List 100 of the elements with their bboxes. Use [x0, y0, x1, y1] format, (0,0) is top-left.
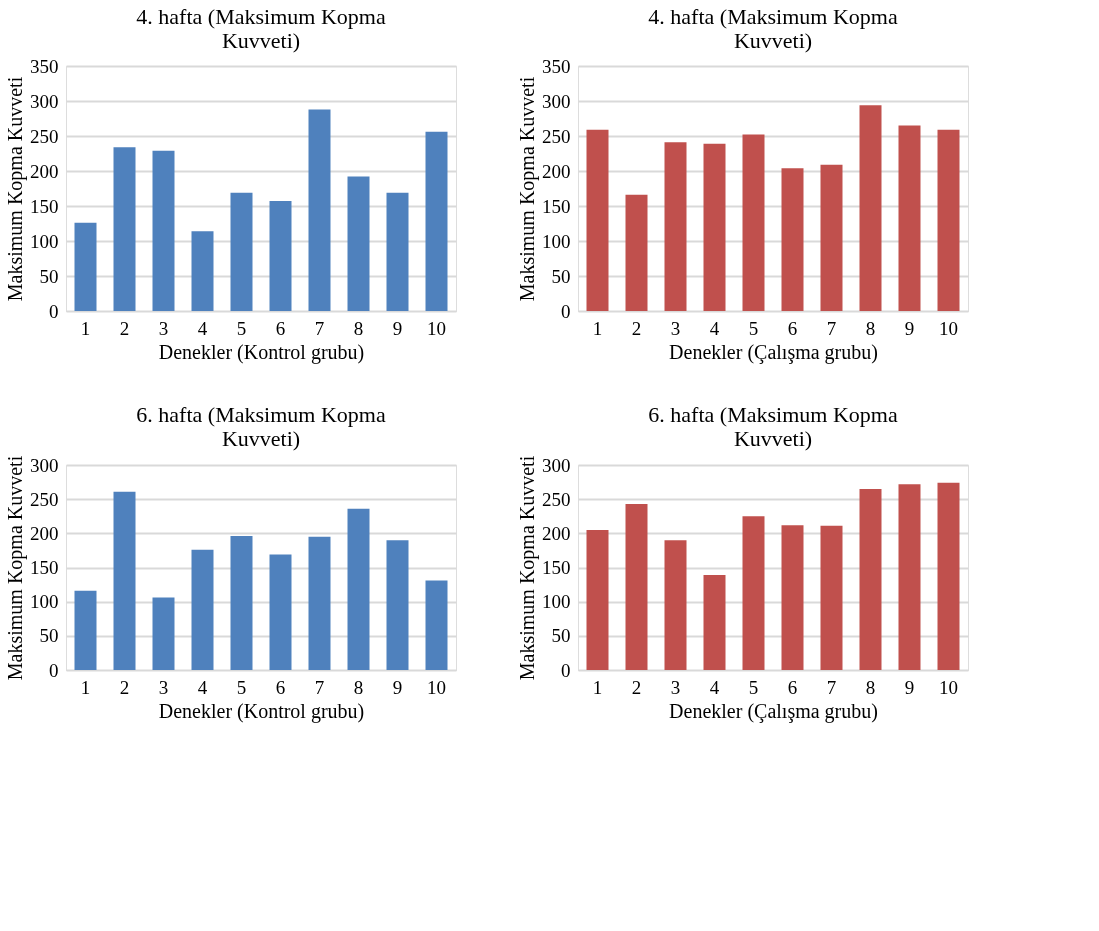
bar: [781, 525, 804, 670]
bar: [74, 222, 97, 311]
bar: [586, 529, 609, 670]
y-axis-title: Maksimum Kopma Kuvveti: [4, 76, 27, 302]
bar: [625, 503, 648, 670]
x-tick-label: 9: [904, 676, 915, 698]
bar: [820, 164, 843, 311]
bar: [937, 482, 960, 670]
x-tick-label: 10: [939, 317, 958, 339]
y-tick-label: 300: [30, 90, 59, 112]
bar: [664, 540, 687, 670]
x-tick-label: 9: [904, 317, 915, 339]
y-tick-label: 0: [561, 300, 571, 322]
x-axis-title: Denekler (Kontrol grubu): [158, 699, 365, 723]
y-tick-label: 200: [542, 522, 571, 544]
x-tick-label: 8: [865, 676, 876, 698]
y-tick-label: 100: [30, 230, 59, 252]
x-tick-label: 1: [592, 676, 603, 698]
bar: [308, 536, 331, 670]
x-tick-label: 2: [119, 676, 130, 698]
bar: [586, 129, 609, 311]
y-tick-label: 50: [551, 625, 571, 647]
y-tick-label: 250: [30, 488, 59, 510]
bar: [781, 168, 804, 311]
chart-title: 6. hafta (Maksimum Kopma Kuvveti): [136, 402, 386, 452]
y-tick-label: 150: [30, 557, 59, 578]
x-tick-label: 4: [709, 676, 720, 698]
x-tick-label: 3: [158, 676, 169, 698]
x-tick-label: 7: [314, 676, 325, 698]
x-tick-label: 8: [353, 317, 364, 339]
x-tick-label: 2: [631, 676, 642, 698]
x-tick-label: 10: [939, 676, 958, 698]
x-tick-label: 1: [80, 317, 91, 339]
y-axis-title: Maksimum Kopma Kuvveti: [516, 455, 539, 681]
bar: [703, 575, 726, 670]
x-tick-label: 5: [748, 317, 759, 339]
y-tick-label: 250: [542, 125, 571, 147]
bar: [113, 491, 136, 670]
x-tick-label: 6: [787, 317, 798, 339]
y-tick-label: 0: [49, 659, 59, 681]
bar: [898, 484, 921, 670]
y-tick-label: 100: [542, 591, 571, 613]
bar: [425, 580, 448, 670]
y-tick-label: 0: [49, 300, 59, 322]
bar: [347, 176, 370, 311]
bar: [859, 105, 882, 311]
x-tick-label: 10: [427, 317, 446, 339]
bar: [664, 142, 687, 311]
bar: [703, 143, 726, 311]
y-axis-title: Maksimum Kopma Kuvveti: [516, 76, 539, 302]
x-tick-label: 4: [197, 676, 208, 698]
bar: [308, 109, 331, 311]
x-tick-label: 5: [236, 676, 247, 698]
x-tick-label: 7: [314, 317, 325, 339]
y-tick-label: 150: [542, 195, 571, 217]
x-tick-label: 7: [826, 676, 837, 698]
x-tick-label: 9: [392, 317, 403, 339]
x-tick-label: 5: [236, 317, 247, 339]
x-tick-label: 4: [709, 317, 720, 339]
y-tick-label: 300: [542, 90, 571, 112]
bar: [347, 508, 370, 670]
bar: [386, 540, 409, 670]
x-axis-title: Denekler (Kontrol grubu): [158, 340, 365, 364]
bar: [191, 549, 214, 670]
x-tick-label: 3: [670, 317, 681, 339]
bar: [742, 516, 765, 670]
x-tick-label: 8: [353, 676, 364, 698]
y-tick-label: 200: [542, 160, 571, 182]
y-tick-label: 100: [30, 591, 59, 613]
x-axis-title: Denekler (Çalışma grubu): [669, 340, 878, 364]
x-tick-label: 1: [592, 317, 603, 339]
x-tick-label: 6: [787, 676, 798, 698]
bar: [742, 134, 765, 311]
y-tick-label: 200: [30, 522, 59, 544]
bar: [859, 488, 882, 670]
bar: [191, 231, 214, 311]
bar: [269, 201, 292, 311]
bar: [625, 194, 648, 311]
bar: [820, 525, 843, 670]
y-tick-label: 350: [542, 55, 571, 77]
chart-title: 6. hafta (Maksimum Kopma Kuvveti): [648, 402, 898, 452]
bar: [386, 192, 409, 311]
x-tick-label: 5: [748, 676, 759, 698]
y-tick-label: 300: [542, 454, 571, 476]
y-tick-label: 100: [542, 230, 571, 252]
y-tick-label: 0: [561, 659, 571, 681]
x-tick-label: 6: [275, 317, 286, 339]
y-tick-label: 50: [39, 625, 59, 647]
bar: [152, 150, 175, 311]
y-tick-label: 250: [30, 125, 59, 147]
x-tick-label: 2: [119, 317, 130, 339]
bar: [230, 536, 253, 670]
y-tick-label: 50: [551, 265, 571, 287]
chart-title: 4. hafta (Maksimum Kopma Kuvveti): [648, 4, 898, 53]
x-tick-label: 10: [427, 676, 446, 698]
y-tick-label: 50: [39, 265, 59, 287]
bar: [74, 590, 97, 670]
y-tick-label: 250: [542, 488, 571, 510]
bar: [113, 147, 136, 311]
y-tick-label: 350: [30, 55, 59, 77]
